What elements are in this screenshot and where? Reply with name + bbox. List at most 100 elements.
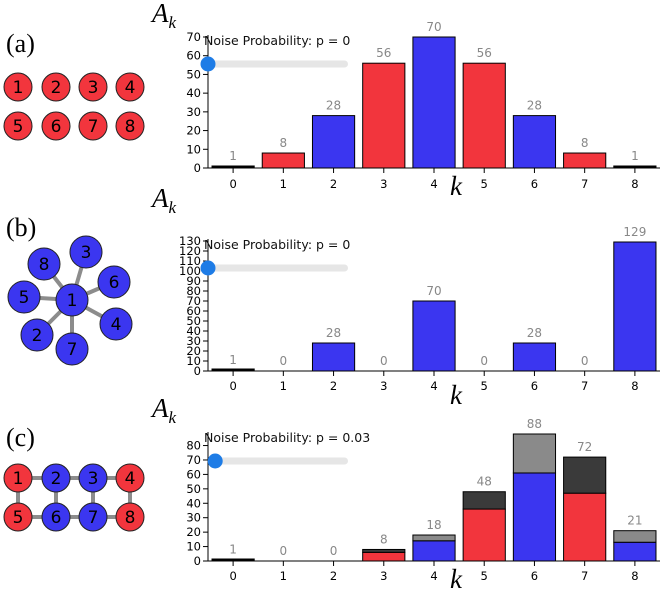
bar-value-label: 0	[280, 354, 288, 368]
x-tick-label: 7	[581, 569, 588, 583]
x-tick-label: 4	[430, 569, 437, 583]
panel-letter: (a)	[6, 29, 35, 58]
graph-node: 7	[78, 502, 108, 532]
noise-slider-track[interactable]	[208, 457, 348, 465]
bar-value-label: 18	[426, 518, 441, 532]
bar-value-label: 8	[581, 136, 589, 150]
graph-node-circle	[41, 463, 71, 493]
y-tick-label: 0	[194, 364, 201, 378]
y-tick-label: 60	[186, 467, 201, 481]
x-tick-label: 8	[631, 177, 638, 191]
graph-node-label: 1	[13, 469, 24, 489]
graph-node: 5	[3, 502, 33, 532]
x-axis-title: k	[450, 564, 463, 594]
x-tick-label: 3	[380, 177, 387, 191]
bar-8-segment-1	[613, 530, 657, 543]
graph-node: 2	[20, 318, 54, 352]
panel-letter: (c)	[6, 423, 35, 452]
graph-node: 7	[78, 111, 108, 141]
y-tick-label: 30	[186, 105, 201, 119]
x-axis-title: k	[450, 380, 463, 410]
y-tick-label: 20	[186, 124, 201, 138]
bar-value-label: 1	[229, 543, 237, 557]
bar-3-segment-1	[362, 548, 406, 553]
y-tick-label: 20	[186, 525, 201, 539]
graph-node-label: 8	[125, 508, 136, 528]
graph-node: 4	[115, 72, 145, 102]
graph-node-circle	[3, 502, 33, 532]
y-tick-label: 10	[186, 354, 201, 368]
noise-slider-thumb[interactable]	[207, 453, 223, 469]
graph-node-label: 7	[88, 117, 99, 137]
graph-node-circle	[7, 280, 41, 314]
y-tick-label: 0	[194, 161, 201, 175]
bar-value-label: 1	[229, 353, 237, 367]
y-tick-label: 10	[186, 142, 201, 156]
panel-a-graph: (a) 1 2 3 4 5 6 7 8	[3, 29, 145, 141]
y-tick-label: 10	[186, 540, 201, 554]
graph-node-label: 3	[88, 469, 99, 489]
y-tick-label: 70	[186, 294, 201, 308]
bar-6-segment-1	[512, 433, 557, 474]
graph-node-label: 6	[51, 117, 62, 137]
x-tick-label: 2	[330, 379, 337, 393]
graph-node-circle	[78, 502, 108, 532]
y-tick-label: 130	[179, 234, 201, 248]
graph-node: 8	[115, 111, 145, 141]
graph-node-label: 4	[125, 78, 136, 98]
bar-value-label: 28	[326, 99, 341, 113]
noise-slider-track[interactable]	[208, 60, 348, 68]
bar-5-segment-1	[462, 491, 506, 510]
noise-probability-label: Noise Probability: p = 0	[204, 237, 350, 252]
graph-node-label: 1	[67, 291, 78, 311]
graph-node-label: 5	[19, 288, 30, 308]
bar-value-label: 0	[280, 544, 288, 558]
graph-node-label: 5	[13, 508, 24, 528]
graph-node: 2	[41, 72, 71, 102]
graph-node-label: 1	[13, 78, 24, 98]
x-tick-label: 5	[481, 379, 488, 393]
graph-node-label: 7	[67, 340, 78, 360]
bar-value-label: 88	[527, 417, 542, 431]
graph-node-circle	[3, 463, 33, 493]
bar-value-label: 28	[326, 326, 341, 340]
y-axis-title-main: A	[150, 393, 169, 423]
x-tick-label: 4	[430, 177, 437, 191]
x-tick-label: 2	[330, 569, 337, 583]
y-tick-label: 100	[179, 264, 201, 278]
y-tick-label: 50	[186, 314, 201, 328]
y-tick-label: 20	[186, 344, 201, 358]
x-tick-label: 8	[631, 569, 638, 583]
y-tick-label: 40	[186, 86, 201, 100]
bar-value-label: 129	[623, 225, 646, 239]
bar-value-label: 28	[527, 326, 542, 340]
graph-node-circle	[78, 111, 108, 141]
graph-node-circle	[78, 463, 108, 493]
bar-5-segment-0	[462, 508, 506, 562]
x-tick-label: 1	[280, 379, 287, 393]
graph-node-circle	[55, 332, 89, 366]
x-tick-label: 7	[581, 177, 588, 191]
x-tick-label: 6	[531, 569, 538, 583]
noise-slider-track[interactable]	[208, 264, 348, 272]
panel-letter: (b)	[6, 213, 36, 242]
y-tick-label: 80	[186, 284, 201, 298]
graph-node-circle	[3, 72, 33, 102]
graph-node: 4	[99, 307, 133, 341]
graph-node-circle	[115, 72, 145, 102]
bar-1	[261, 152, 305, 169]
graph-node-label: 2	[51, 78, 62, 98]
panel-c-graph: (c) 1 2 3 4 5 6 7 8	[3, 423, 145, 532]
graph-node: 3	[78, 72, 108, 102]
bar-value-label: 0	[480, 354, 488, 368]
bar-value-label: 70	[426, 284, 441, 298]
graph-node: 5	[7, 280, 41, 314]
graph-node-circle	[115, 502, 145, 532]
bar-value-label: 72	[577, 440, 592, 454]
noise-slider-thumb[interactable]	[200, 260, 216, 276]
graph-node: 5	[3, 111, 33, 141]
graph-node: 1	[3, 463, 33, 493]
noise-slider-thumb[interactable]	[200, 56, 216, 72]
